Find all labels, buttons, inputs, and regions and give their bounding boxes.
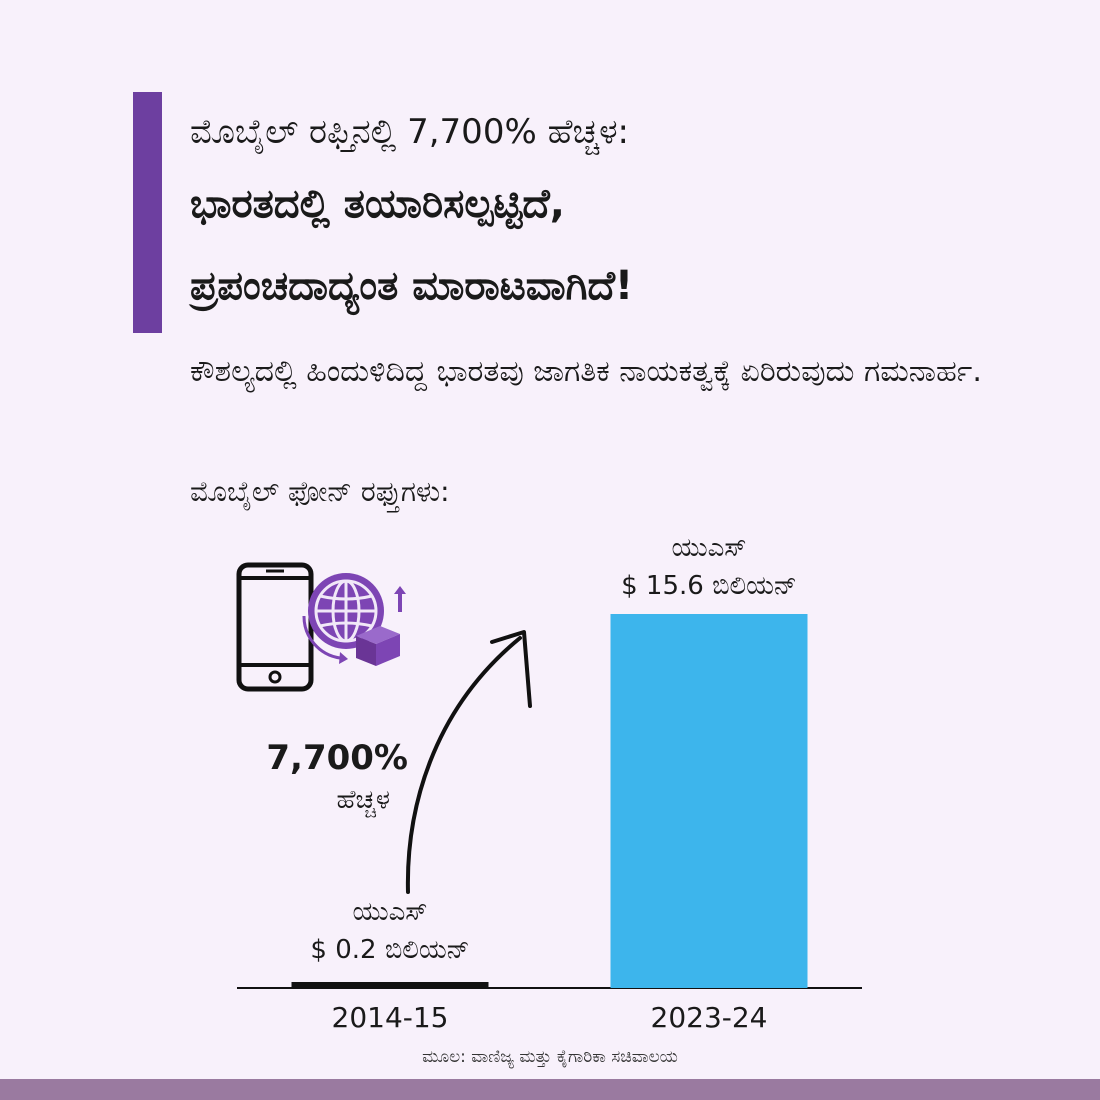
growth-label: ಹೆಚ್ಚಳ: [336, 785, 390, 815]
growth-percent: 7,700%: [266, 738, 408, 778]
section-label: ಮೊಬೈಲ್ ಫೋನ್ ರಫ್ತುಗಳು:: [190, 475, 450, 508]
value-label-currency-2014-15: ಯುಎಸ್: [352, 897, 427, 927]
value-label-amount-2023-24: $ 15.6 ಬಿಲಿಯನ್: [621, 571, 797, 601]
title-line-2: ಭಾರತದಲ್ಲಿ ತಯಾರಿಸಲ್ಪಟ್ಟಿದೆ,: [190, 181, 565, 227]
title-line-1: ಮೊಬೈಲ್ ರಫ್ತಿನಲ್ಲಿ 7,700% ಹೆಚ್ಚಳ:: [190, 112, 629, 152]
value-label-currency-2023-24: ಯುಎಸ್: [671, 533, 746, 563]
globe-export-icon: [302, 573, 406, 666]
bottom-band: [0, 1079, 1100, 1100]
smartphone-icon: [236, 562, 314, 692]
value-label-amount-2014-15: $ 0.2 ಬಿಲಿಯನ್: [310, 935, 469, 965]
subtitle: ಕೌಶಲ್ಯದಲ್ಲಿ ಹಿಂದುಳಿದಿದ್ದ ಭಾರತವು ಜಾಗತಿಕ ನ…: [190, 354, 982, 389]
title-line-3: ಪ್ರಪಂಚದಾದ್ಯಂತ ಮಾರಾಟವಾಗಿದೆ!: [190, 263, 634, 309]
category-label-2014-15: 2014-15: [332, 1001, 449, 1034]
curved-up-arrow-icon: [405, 630, 532, 894]
bar-2014-15: [291, 982, 489, 988]
category-label-2023-24: 2023-24: [651, 1001, 768, 1034]
bar-2023-24: [610, 614, 808, 988]
accent-bar: [133, 92, 162, 333]
source-note: ಮೂಲ: ವಾಣಿಜ್ಯ ಮತ್ತು ಕೈಗಾರಿಕಾ ಸಚಿವಾಲಯ: [422, 1047, 678, 1067]
